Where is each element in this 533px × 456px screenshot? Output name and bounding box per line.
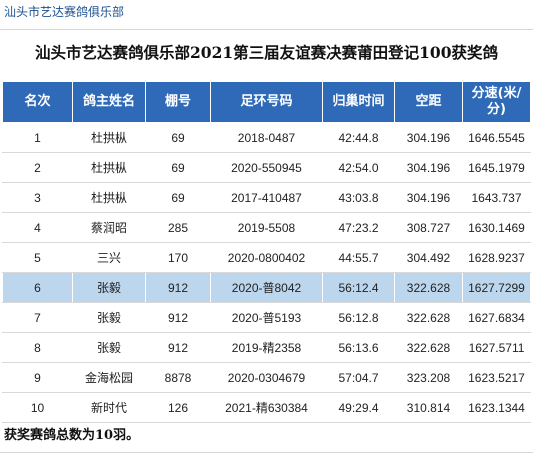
arrival-time-cell: 49:29.4 (322, 392, 395, 423)
distance-cell: 304.196 (394, 182, 463, 213)
owner-name-cell: 张毅 (72, 332, 146, 363)
speed-cell: 1645.1979 (462, 152, 531, 183)
speed-cell: 1643.737 (462, 182, 531, 213)
table-row: 1 杜拱枞 69 2018-0487 42:44.8 304.196 1646.5545 (2, 122, 531, 153)
owner-name-cell: 杜拱枞 (72, 182, 146, 213)
header-speed: 分速(米/分) (462, 81, 531, 123)
loft-number-cell: 170 (145, 242, 211, 273)
results-table-body: 1 杜拱枞 69 2018-0487 42:44.8 304.196 1646.5545 2 杜… (2, 122, 531, 423)
table-header-row: 名次 鸽主姓名 棚号 足环号码 归巢时间 空距 分速(米/分) (2, 81, 531, 123)
distance-cell: 304.196 (394, 122, 463, 153)
ring-number-cell: 2017-410487 (210, 182, 323, 213)
speed-cell: 1627.6834 (462, 302, 531, 333)
ring-number-cell: 2018-0487 (210, 122, 323, 153)
rank-cell: 1 (2, 122, 73, 153)
ring-number-cell: 2021-精630384 (210, 392, 323, 423)
ring-number-cell: 2020-普8042 (210, 272, 323, 303)
header-rank: 名次 (2, 81, 73, 123)
distance-cell: 304.196 (394, 152, 463, 183)
results-table: 名次 鸽主姓名 棚号 足环号码 归巢时间 空距 分速(米/分) 1 杜拱枞 69 20… (2, 81, 531, 423)
arrival-time-cell: 44:55.7 (322, 242, 395, 273)
table-row: 5 三兴 170 2020-0800402 44:55.7 304.492 1628.923… (2, 242, 531, 273)
rank-cell: 5 (2, 242, 73, 273)
loft-number-cell: 69 (145, 152, 211, 183)
rank-cell: 6 (2, 272, 73, 303)
speed-cell: 1628.9237 (462, 242, 531, 273)
table-row: 10 新时代 126 2021-精630384 49:29.4 310.814 1623.1… (2, 392, 531, 423)
summary-text: 获奖赛鸽总数为10羽。 (4, 428, 140, 443)
rank-cell: 10 (2, 392, 73, 423)
rank-cell: 8 (2, 332, 73, 363)
arrival-time-cell: 47:23.2 (322, 212, 395, 243)
arrival-time-cell: 57:04.7 (322, 362, 395, 393)
speed-cell: 1627.7299 (462, 272, 531, 303)
page-title: 汕头市艺达赛鸽俱乐部2021第三届友谊赛决赛莆田登记100获奖鸽 (35, 43, 498, 62)
table-row: 8 张毅 912 2019-精2358 56:13.6 322.628 1627.5711 (2, 332, 531, 363)
header-owner-name: 鸽主姓名 (72, 81, 146, 123)
ring-number-cell: 2020-0304679 (210, 362, 323, 393)
arrival-time-cell: 43:03.8 (322, 182, 395, 213)
arrival-time-cell: 56:12.8 (322, 302, 395, 333)
owner-name-cell: 三兴 (72, 242, 146, 273)
speed-cell: 1623.5217 (462, 362, 531, 393)
loft-number-cell: 126 (145, 392, 211, 423)
loft-number-cell: 69 (145, 122, 211, 153)
distance-cell: 322.628 (394, 332, 463, 363)
loft-number-cell: 912 (145, 272, 211, 303)
distance-cell: 308.727 (394, 212, 463, 243)
loft-number-cell: 912 (145, 302, 211, 333)
rank-cell: 4 (2, 212, 73, 243)
arrival-time-cell: 42:44.8 (322, 122, 395, 153)
owner-name-cell: 杜拱枞 (72, 122, 146, 153)
arrival-time-cell: 56:13.6 (322, 332, 395, 363)
ring-number-cell: 2020-0800402 (210, 242, 323, 273)
ring-number-cell: 2019-5508 (210, 212, 323, 243)
header-ring-number: 足环号码 (210, 81, 323, 123)
table-row: 2 杜拱枞 69 2020-550945 42:54.0 304.196 1645.1979 (2, 152, 531, 183)
distance-cell: 304.492 (394, 242, 463, 273)
top-divider (0, 29, 533, 30)
speed-cell: 1646.5545 (462, 122, 531, 153)
rank-cell: 2 (2, 152, 73, 183)
owner-name-cell: 金海松园 (72, 362, 146, 393)
loft-number-cell: 912 (145, 332, 211, 363)
club-name-tag: 汕头市艺达赛鸽俱乐部 (4, 5, 125, 19)
owner-name-cell: 张毅 (72, 302, 146, 333)
rank-cell: 7 (2, 302, 73, 333)
owner-name-cell: 蔡润昭 (72, 212, 146, 243)
distance-cell: 322.628 (394, 302, 463, 333)
rank-cell: 9 (2, 362, 73, 393)
distance-cell: 310.814 (394, 392, 463, 423)
distance-cell: 322.628 (394, 272, 463, 303)
arrival-time-cell: 42:54.0 (322, 152, 395, 183)
table-row: 3 杜拱枞 69 2017-410487 43:03.8 304.196 1643.737 (2, 182, 531, 213)
loft-number-cell: 8878 (145, 362, 211, 393)
owner-name-cell: 张毅 (72, 272, 146, 303)
table-row: 4 蔡润昭 285 2019-5508 47:23.2 308.727 1630.1469 (2, 212, 531, 243)
table-row: 6 张毅 912 2020-普8042 56:12.4 322.628 1627.7299 (2, 272, 531, 303)
distance-cell: 323.208 (394, 362, 463, 393)
speed-cell: 1630.1469 (462, 212, 531, 243)
ring-number-cell: 2020-普5193 (210, 302, 323, 333)
ring-number-cell: 2019-精2358 (210, 332, 323, 363)
owner-name-cell: 杜拱枞 (72, 152, 146, 183)
header-distance: 空距 (394, 81, 463, 123)
loft-number-cell: 285 (145, 212, 211, 243)
ring-number-cell: 2020-550945 (210, 152, 323, 183)
bottom-divider (0, 452, 533, 453)
speed-cell: 1623.1344 (462, 392, 531, 423)
header-arrival-time: 归巢时间 (322, 81, 395, 123)
loft-number-cell: 69 (145, 182, 211, 213)
speed-cell: 1627.5711 (462, 332, 531, 363)
owner-name-cell: 新时代 (72, 392, 146, 423)
table-row: 9 金海松园 8878 2020-0304679 57:04.7 323.208 1623.… (2, 362, 531, 393)
table-row: 7 张毅 912 2020-普5193 56:12.8 322.628 1627.6834 (2, 302, 531, 333)
arrival-time-cell: 56:12.4 (322, 272, 395, 303)
header-loft-number: 棚号 (145, 81, 211, 123)
rank-cell: 3 (2, 182, 73, 213)
